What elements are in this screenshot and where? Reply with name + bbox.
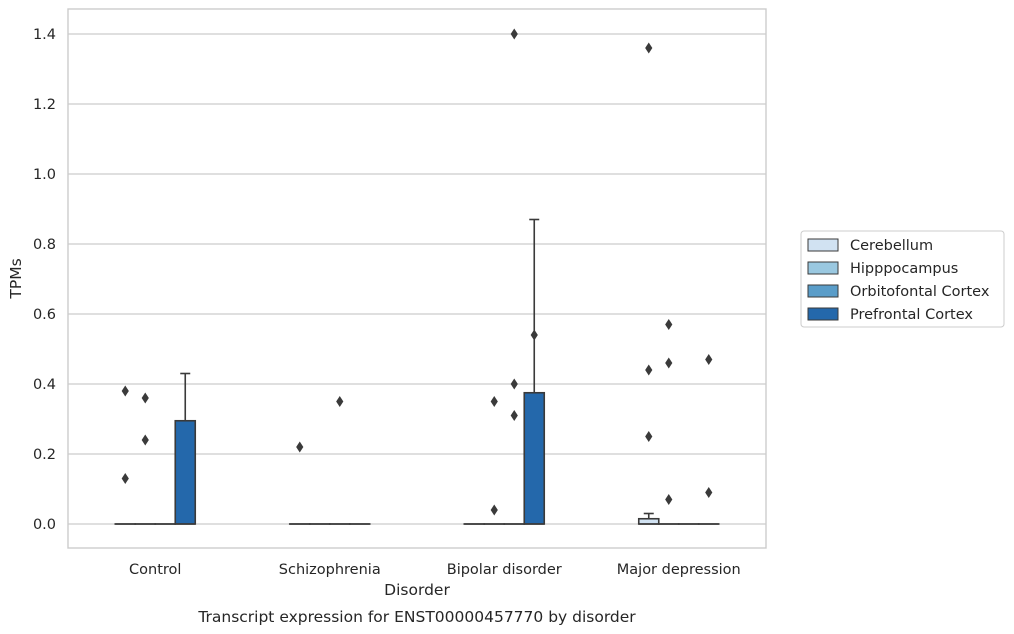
box-group bbox=[483, 396, 506, 525]
box-group bbox=[697, 354, 720, 525]
y-tick-label: 0.4 bbox=[33, 377, 56, 393]
box-marks bbox=[114, 28, 720, 525]
box-group bbox=[114, 385, 137, 525]
legend-label: Cerebellum bbox=[850, 238, 933, 254]
outlier-point bbox=[665, 494, 673, 505]
box-group bbox=[328, 396, 351, 525]
plot-area-frame bbox=[67, 8, 767, 549]
outlier-point bbox=[510, 378, 518, 390]
grid-lines bbox=[68, 33, 766, 525]
y-tick-label: 0.8 bbox=[33, 237, 56, 253]
box-group bbox=[637, 42, 660, 525]
box-group bbox=[174, 372, 197, 525]
legend-swatch bbox=[807, 307, 839, 321]
x-tick-labels: Control Schizophrenia Bipolar disorder Majo… bbox=[129, 562, 741, 578]
legend-label: Hipppocampus bbox=[850, 261, 958, 277]
x-tick-label: Control bbox=[129, 562, 181, 578]
x-tick-label: Major depression bbox=[617, 562, 741, 578]
legend-label: Prefrontal Cortex bbox=[850, 307, 973, 323]
legend-label: Orbitofontal Cortex bbox=[850, 284, 990, 300]
box-group bbox=[657, 319, 680, 525]
y-tick-label: 0.0 bbox=[33, 517, 56, 533]
chart-caption: Transcript expression for ENST0000045777… bbox=[197, 608, 636, 626]
outlier-point bbox=[665, 357, 673, 369]
outlier-point bbox=[645, 364, 653, 376]
outlier-point bbox=[665, 319, 673, 330]
outlier-point bbox=[141, 434, 149, 446]
legend: Cerebellum Hipppocampus Orbitofontal Corte… bbox=[800, 230, 1005, 328]
outlier-point bbox=[645, 42, 653, 54]
y-tick-label: 1.2 bbox=[33, 97, 56, 113]
outlier-point bbox=[705, 487, 713, 498]
box-group bbox=[134, 392, 157, 525]
outlier-point bbox=[121, 385, 129, 397]
legend-swatch bbox=[807, 284, 839, 298]
outlier-point bbox=[490, 396, 498, 407]
box-group bbox=[503, 28, 526, 525]
outlier-point bbox=[490, 504, 498, 516]
outlier-point bbox=[121, 473, 129, 484]
x-axis-title: Disorder bbox=[384, 581, 450, 599]
box-group bbox=[523, 218, 546, 525]
box-group bbox=[288, 441, 311, 525]
outlier-point bbox=[510, 28, 518, 40]
outlier-point bbox=[510, 410, 518, 421]
x-tick-label: Bipolar disorder bbox=[447, 562, 562, 578]
y-tick-label: 1.4 bbox=[33, 27, 56, 43]
outlier-point bbox=[296, 441, 304, 453]
legend-frame bbox=[800, 230, 1005, 328]
outlier-point bbox=[141, 392, 149, 404]
legend-swatch bbox=[807, 261, 839, 275]
outlier-point bbox=[530, 329, 538, 341]
outlier-point bbox=[336, 396, 344, 407]
box-rect bbox=[174, 419, 197, 525]
box-rect bbox=[523, 391, 546, 525]
y-tick-label: 0.6 bbox=[33, 307, 56, 323]
outlier-point bbox=[645, 431, 653, 442]
legend-swatch bbox=[807, 238, 839, 252]
y-tick-label: 1.0 bbox=[33, 167, 56, 183]
y-tick-labels: 0.0 0.2 0.4 0.6 0.8 1.0 1.2 1.4 bbox=[33, 27, 56, 533]
x-tick-label: Schizophrenia bbox=[279, 562, 381, 578]
y-axis-title: TPMs bbox=[7, 258, 25, 299]
outlier-point bbox=[705, 354, 713, 365]
y-tick-label: 0.2 bbox=[33, 447, 56, 463]
